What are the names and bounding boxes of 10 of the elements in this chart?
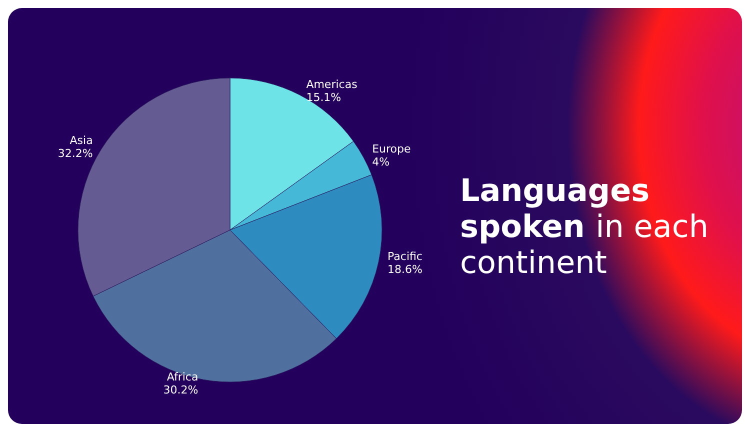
- slice-label: Asia: [70, 134, 93, 148]
- slice-label: Americas: [306, 78, 358, 92]
- slice-label: Pacific: [388, 250, 422, 263]
- data-label: 4%: [372, 156, 390, 169]
- slice-label: Europe: [372, 142, 412, 156]
- data-label: 32.2%: [58, 147, 93, 160]
- data-label: 30.2%: [163, 384, 198, 397]
- data-label: 18.6%: [388, 262, 422, 276]
- data-label: 15.1%: [306, 91, 342, 104]
- slice-label: Africa: [166, 370, 198, 384]
